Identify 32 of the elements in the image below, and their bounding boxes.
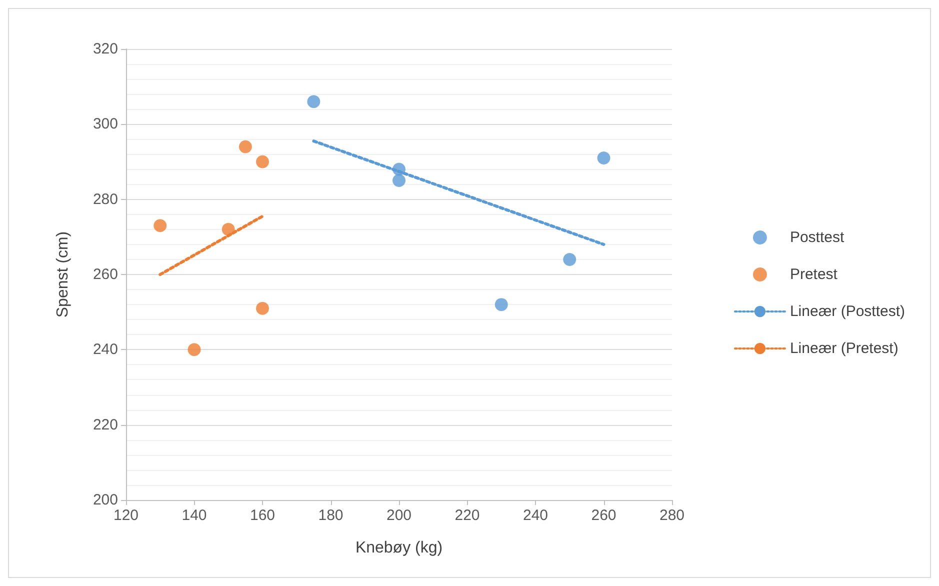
x-tick-label: 220 [454,507,480,524]
x-tick-label: 280 [659,507,685,524]
point [256,302,269,315]
y-axis-title: Spenst (cm) [54,231,72,318]
x-tick-label: 120 [113,507,139,524]
legend-label: Lineær (Pretest) [790,340,898,357]
y-tick-label: 320 [92,40,118,58]
point [188,343,201,356]
point [597,151,610,164]
legend-label: Lineær (Posttest) [790,303,906,320]
x-tick-label: 200 [386,507,412,524]
x-axis-title: Knebøy (kg) [355,540,443,556]
y-tick-label: 220 [92,416,118,434]
point [256,155,269,168]
point [238,140,252,154]
y-tick-label: 200 [92,492,118,508]
point [307,95,320,108]
point [392,174,406,188]
point [494,298,508,312]
legend-label: Pretest [790,266,838,283]
y-tick-label: 300 [92,116,118,133]
y-tick-label: 260 [92,266,118,283]
y-tick-label: 280 [92,190,118,208]
legend-label: Posttest [790,229,845,246]
x-tick-label: 180 [318,507,344,524]
point [154,219,167,232]
y-tick-label: 240 [92,341,118,358]
x-tick-label: 240 [522,507,548,524]
x-tick-label: 160 [250,507,276,524]
point [563,252,576,266]
x-tick-label: 260 [591,507,616,524]
x-tick-label: 140 [182,507,207,524]
